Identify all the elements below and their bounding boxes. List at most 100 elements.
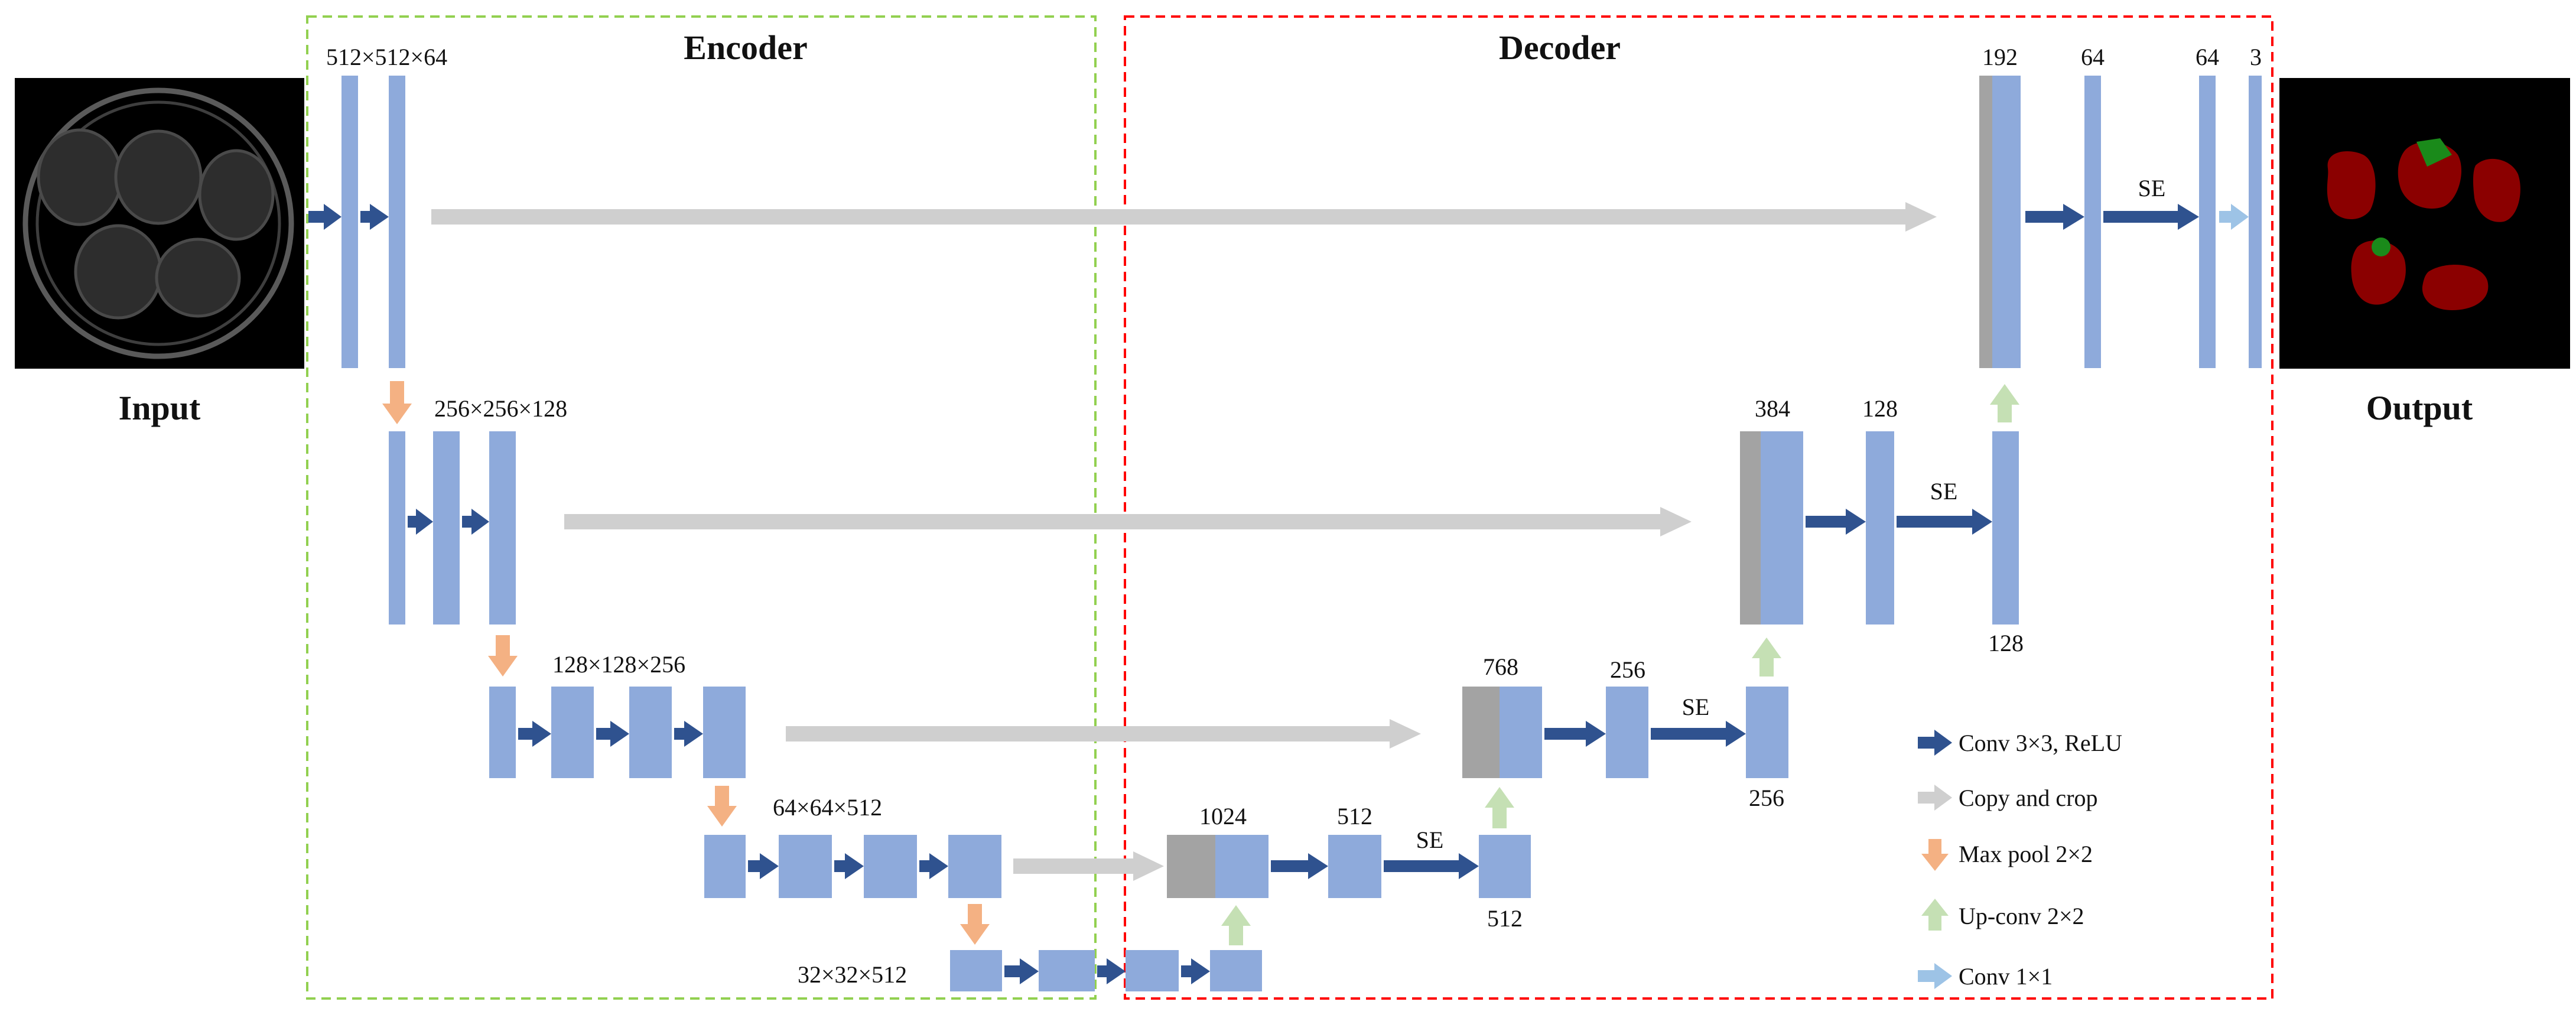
dec4-se-label: SE <box>1416 827 1444 853</box>
dec1-conv-label: 64 <box>2081 44 2105 70</box>
se-conv-arrow <box>1651 721 1746 747</box>
output-label: Output <box>2366 389 2473 427</box>
skip-connection-level3 <box>786 719 1421 749</box>
enc3-dims-label: 128×128×256 <box>552 651 685 678</box>
legend: Conv 3×3, ReLU Copy and crop Max pool 2×… <box>1918 730 2122 990</box>
conv-arrow <box>1271 853 1328 879</box>
legend-conv-arrow <box>1918 730 1952 756</box>
dec3-se-block <box>1746 687 1788 778</box>
legend-pool-arrow <box>1921 839 1949 871</box>
conv-arrow <box>596 721 629 747</box>
bottleneck-conv1-block <box>1039 950 1095 991</box>
dec1-copied-block <box>1979 76 1992 368</box>
dec3-upconv-block <box>1500 687 1542 778</box>
dec1-upconv-block <box>1992 76 2021 368</box>
dec2-se-block <box>1992 431 2019 625</box>
dec4-se-block <box>1479 835 1531 898</box>
conv-arrow <box>462 509 489 535</box>
skip-connection-level2 <box>564 507 1692 536</box>
conv1x1-arrow <box>2219 204 2249 230</box>
upconv-arrow-3 <box>1485 787 1514 828</box>
dec4-conv-label: 512 <box>1337 803 1372 830</box>
final-output-block <box>2249 76 2262 368</box>
conv-arrow <box>919 853 948 879</box>
conv-arrow <box>360 204 389 230</box>
upconv-arrow-2 <box>1752 638 1781 677</box>
skip-connection-level4 <box>1013 851 1164 881</box>
dec2-upconv-block <box>1761 431 1803 625</box>
dec1-conv-block <box>2084 76 2101 368</box>
enc1-input-block <box>341 76 358 368</box>
output-image <box>2279 78 2570 369</box>
enc4-dims-label: 64×64×512 <box>773 794 882 821</box>
enc3-pool-block <box>489 687 516 778</box>
conv-arrow <box>1097 958 1126 984</box>
dec4-conv-block <box>1328 835 1381 898</box>
enc4-conv2-block <box>864 835 917 898</box>
legend-conv1x1-arrow <box>1918 963 1952 989</box>
legend-upconv-label: Up-conv 2×2 <box>1959 903 2084 929</box>
enc4-conv3-block <box>948 835 1001 898</box>
final-channels-label: 3 <box>2250 44 2262 70</box>
dec4-upconv-block <box>1215 835 1269 898</box>
dec2-conv-block <box>1866 431 1894 625</box>
dec3-se-label: SE <box>1682 694 1710 720</box>
legend-pool-label: Max pool 2×2 <box>1959 841 2093 867</box>
encoder-title: Encoder <box>684 28 807 67</box>
dec2-conv-label: 128 <box>1862 395 1898 422</box>
enc4-conv1-block <box>779 835 832 898</box>
legend-copy-arrow <box>1918 785 1952 811</box>
enc3-conv1-block <box>551 687 594 778</box>
enc3-conv3-block <box>703 687 746 778</box>
dec4-concat-label: 1024 <box>1199 803 1247 830</box>
maxpool-arrow-2 <box>488 635 518 677</box>
dec2-concat-label: 384 <box>1755 395 1790 422</box>
legend-copy-label: Copy and crop <box>1959 785 2098 811</box>
enc4-pool-block <box>704 835 746 898</box>
enc2-conv2-block <box>489 431 516 625</box>
upconv-arrow-1 <box>1990 384 2019 422</box>
encoder-region-box <box>306 15 1097 1000</box>
se-conv-arrow <box>2103 204 2199 230</box>
se-conv-arrow <box>1897 509 1992 535</box>
bottleneck-pool-block <box>950 950 1002 991</box>
skip-connection-level1 <box>431 202 1937 232</box>
legend-conv-label: Conv 3×3, ReLU <box>1959 730 2122 756</box>
upconv-arrow-4 <box>1221 905 1251 945</box>
dec3-out-label: 256 <box>1749 785 1784 811</box>
dec1-out-label: 64 <box>2196 44 2219 70</box>
input-arrow <box>308 204 341 230</box>
dec2-copied-block <box>1740 431 1761 625</box>
dec4-out-label: 512 <box>1487 905 1523 932</box>
dec3-conv-block <box>1606 687 1648 778</box>
enc2-conv1-block <box>433 431 460 625</box>
dec3-concat-label: 768 <box>1483 653 1518 680</box>
decoder-title: Decoder <box>1499 28 1621 67</box>
dec2-se-label: SE <box>1930 478 1958 505</box>
conv-arrow <box>748 853 779 879</box>
bottleneck-dims-label: 32×32×512 <box>798 961 907 988</box>
conv-arrow <box>674 721 703 747</box>
dec3-conv-label: 256 <box>1610 656 1645 683</box>
maxpool-arrow-1 <box>382 381 412 424</box>
enc1-conv-block <box>389 76 405 368</box>
dec1-se-block <box>2199 76 2216 368</box>
enc3-conv2-block <box>629 687 672 778</box>
bottleneck-conv2-block <box>1126 950 1179 991</box>
conv-arrow <box>518 721 551 747</box>
dec4-copied-block <box>1167 835 1215 898</box>
dec1-se-label: SE <box>2138 175 2166 201</box>
conv-arrow <box>1806 509 1866 535</box>
bottleneck-conv3-block <box>1210 950 1262 991</box>
conv-arrow <box>2025 204 2084 230</box>
dec1-concat-label: 192 <box>1982 44 2018 70</box>
enc1-dims-label: 512×512×64 <box>326 44 447 70</box>
input-image <box>15 78 304 369</box>
input-label: Input <box>119 389 201 427</box>
enc2-pool-block <box>389 431 405 625</box>
maxpool-arrow-3 <box>707 786 737 827</box>
maxpool-arrow-4 <box>960 904 990 945</box>
dec2-out-label: 128 <box>1988 630 2024 656</box>
legend-conv1x1-label: Conv 1×1 <box>1959 963 2053 990</box>
